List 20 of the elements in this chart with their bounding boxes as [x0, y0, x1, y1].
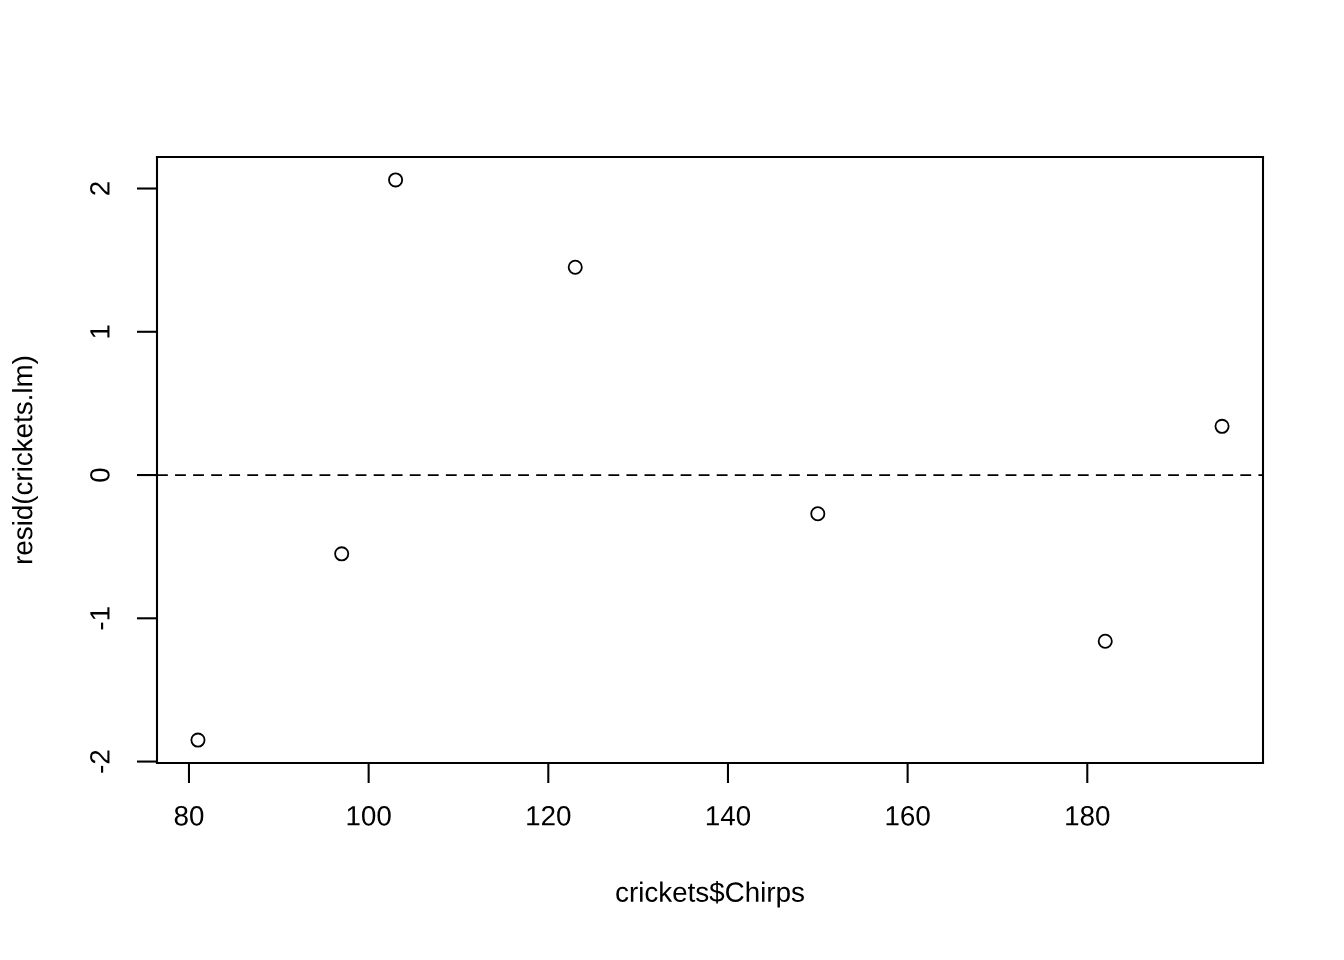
point	[1097, 633, 1113, 649]
x-tick-label: 140	[706, 805, 751, 826]
y-tick-label: -1	[90, 607, 110, 630]
point	[334, 546, 350, 562]
x-tick-label: 100	[347, 805, 391, 826]
point	[388, 172, 404, 188]
y-tick-label: -2	[90, 750, 110, 773]
y-tick-label: 0	[90, 468, 110, 482]
y-axis-title: resid(crickets.lm)	[12, 356, 38, 564]
x-tick-label: 160	[886, 805, 930, 826]
x-tick-label: 120	[527, 805, 571, 826]
x-axis-title: crickets$Chirps	[616, 881, 804, 908]
y-tick-label: 1	[90, 325, 110, 338]
point	[810, 506, 826, 522]
x-tick-label: 180	[1066, 805, 1110, 826]
point	[1214, 418, 1230, 434]
point	[567, 259, 583, 275]
y-tick-label: 2	[90, 182, 110, 195]
point	[190, 732, 206, 748]
x-tick-label: 80	[174, 805, 204, 826]
